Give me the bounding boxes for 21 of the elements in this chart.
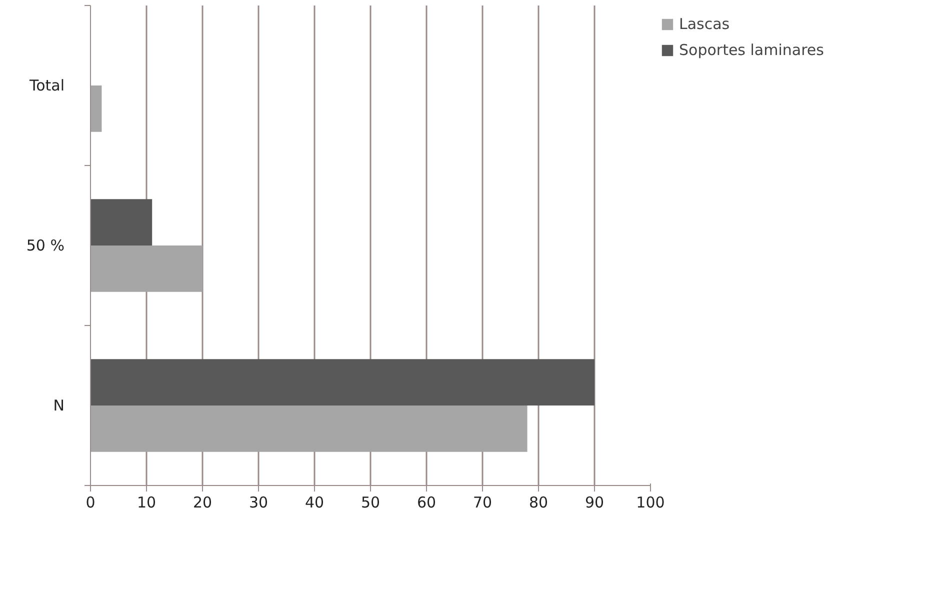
- x-tick-label: 90: [584, 494, 604, 512]
- bar: [90, 359, 594, 406]
- x-tick-label: 70: [472, 494, 492, 512]
- y-tick-label: N: [53, 396, 65, 414]
- x-tick-label: 50: [360, 494, 380, 512]
- bar: [90, 246, 202, 292]
- legend-label: Soportes laminares: [679, 41, 824, 59]
- x-tick-label: 20: [192, 494, 212, 512]
- bar: [90, 199, 152, 246]
- x-tick-label: 40: [304, 494, 324, 512]
- x-tick-label: 100: [636, 494, 665, 512]
- x-tick-label: 60: [416, 494, 436, 512]
- x-tick-label: 10: [136, 494, 156, 512]
- y-tick-label: 50 %: [26, 236, 64, 254]
- x-tick-label: 0: [86, 494, 96, 512]
- y-tick-label: Total: [28, 76, 65, 94]
- bar: [90, 406, 528, 452]
- legend-label: Lascas: [679, 15, 730, 33]
- x-tick-label: 80: [528, 494, 548, 512]
- bar: [90, 86, 102, 132]
- x-tick-label: 30: [248, 494, 268, 512]
